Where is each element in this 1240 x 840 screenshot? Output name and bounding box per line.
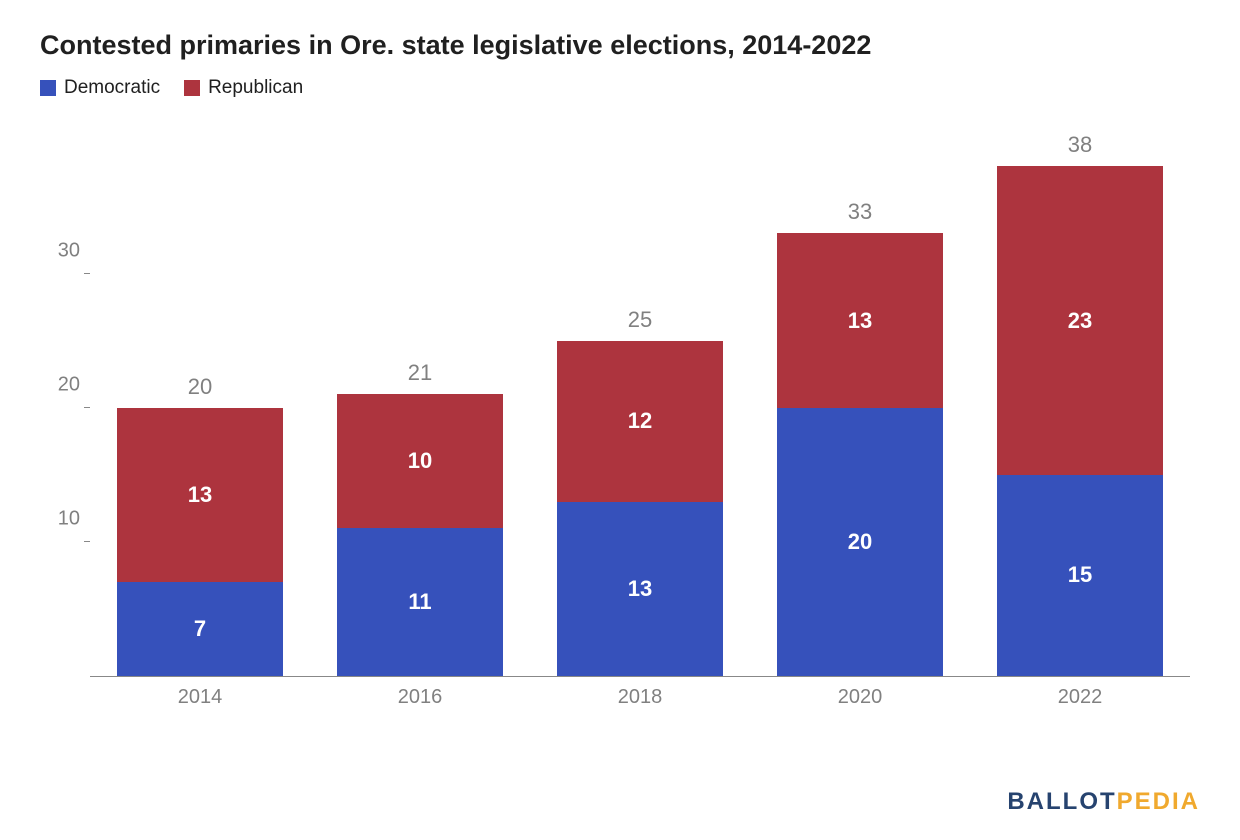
bar-total-label: 21 bbox=[337, 360, 503, 386]
x-axis-label: 2022 bbox=[997, 686, 1163, 709]
bar-segment-democratic: 11 bbox=[337, 528, 503, 676]
bar-segment-democratic: 15 bbox=[997, 475, 1163, 676]
bars-container: 20137211011251213331320382315 bbox=[90, 127, 1190, 676]
y-axis-tickmark bbox=[84, 541, 90, 542]
legend: Democratic Republican bbox=[40, 77, 1200, 99]
legend-swatch bbox=[184, 80, 200, 96]
legend-swatch bbox=[40, 80, 56, 96]
bar-total-label: 38 bbox=[997, 132, 1163, 158]
bar-segment-republican: 13 bbox=[117, 408, 283, 582]
x-axis-label: 2020 bbox=[777, 686, 943, 709]
legend-item-republican: Republican bbox=[184, 77, 303, 99]
x-axis-label: 2016 bbox=[337, 686, 503, 709]
bar-stack: 137 bbox=[117, 408, 283, 676]
bar-total-label: 33 bbox=[777, 199, 943, 225]
bar-segment-democratic: 13 bbox=[557, 502, 723, 676]
bar-group: 20 137 bbox=[117, 127, 283, 676]
bar-segment-republican: 13 bbox=[777, 233, 943, 407]
x-axis-label: 2014 bbox=[117, 686, 283, 709]
brand-logo: BALLOTPEDIA bbox=[1007, 788, 1200, 816]
bar-group: 33 1320 bbox=[777, 127, 943, 676]
bar-total-label: 20 bbox=[117, 374, 283, 400]
bar-stack: 1213 bbox=[557, 341, 723, 676]
bar-segment-republican: 12 bbox=[557, 341, 723, 502]
legend-label: Republican bbox=[208, 77, 303, 99]
bar-segment-republican: 23 bbox=[997, 166, 1163, 475]
chart-title: Contested primaries in Ore. state legisl… bbox=[40, 30, 1200, 61]
brand-part2: PEDIA bbox=[1117, 788, 1200, 815]
bar-stack: 2315 bbox=[997, 166, 1163, 676]
brand-part1: BALLOT bbox=[1007, 788, 1116, 815]
plot-region: 20137211011251213331320382315 102030 bbox=[90, 127, 1190, 677]
bar-stack: 1011 bbox=[337, 394, 503, 676]
bar-group: 25 1213 bbox=[557, 127, 723, 676]
chart-area: 20137211011251213331320382315 102030 201… bbox=[90, 127, 1190, 717]
y-axis-tick: 30 bbox=[40, 240, 80, 263]
y-axis-tick: 10 bbox=[40, 508, 80, 531]
x-axis-labels: 2014 2016 2018 2020 2022 bbox=[90, 677, 1190, 717]
legend-label: Democratic bbox=[64, 77, 160, 99]
bar-group: 21 1011 bbox=[337, 127, 503, 676]
bar-segment-republican: 10 bbox=[337, 394, 503, 528]
y-axis-tickmark bbox=[84, 407, 90, 408]
bar-group: 38 2315 bbox=[997, 127, 1163, 676]
bar-stack: 1320 bbox=[777, 233, 943, 676]
x-axis-label: 2018 bbox=[557, 686, 723, 709]
legend-item-democratic: Democratic bbox=[40, 77, 160, 99]
y-axis-tick: 20 bbox=[40, 374, 80, 397]
bar-total-label: 25 bbox=[557, 307, 723, 333]
bar-segment-democratic: 7 bbox=[117, 582, 283, 676]
bar-segment-democratic: 20 bbox=[777, 408, 943, 676]
y-axis-tickmark bbox=[84, 273, 90, 274]
